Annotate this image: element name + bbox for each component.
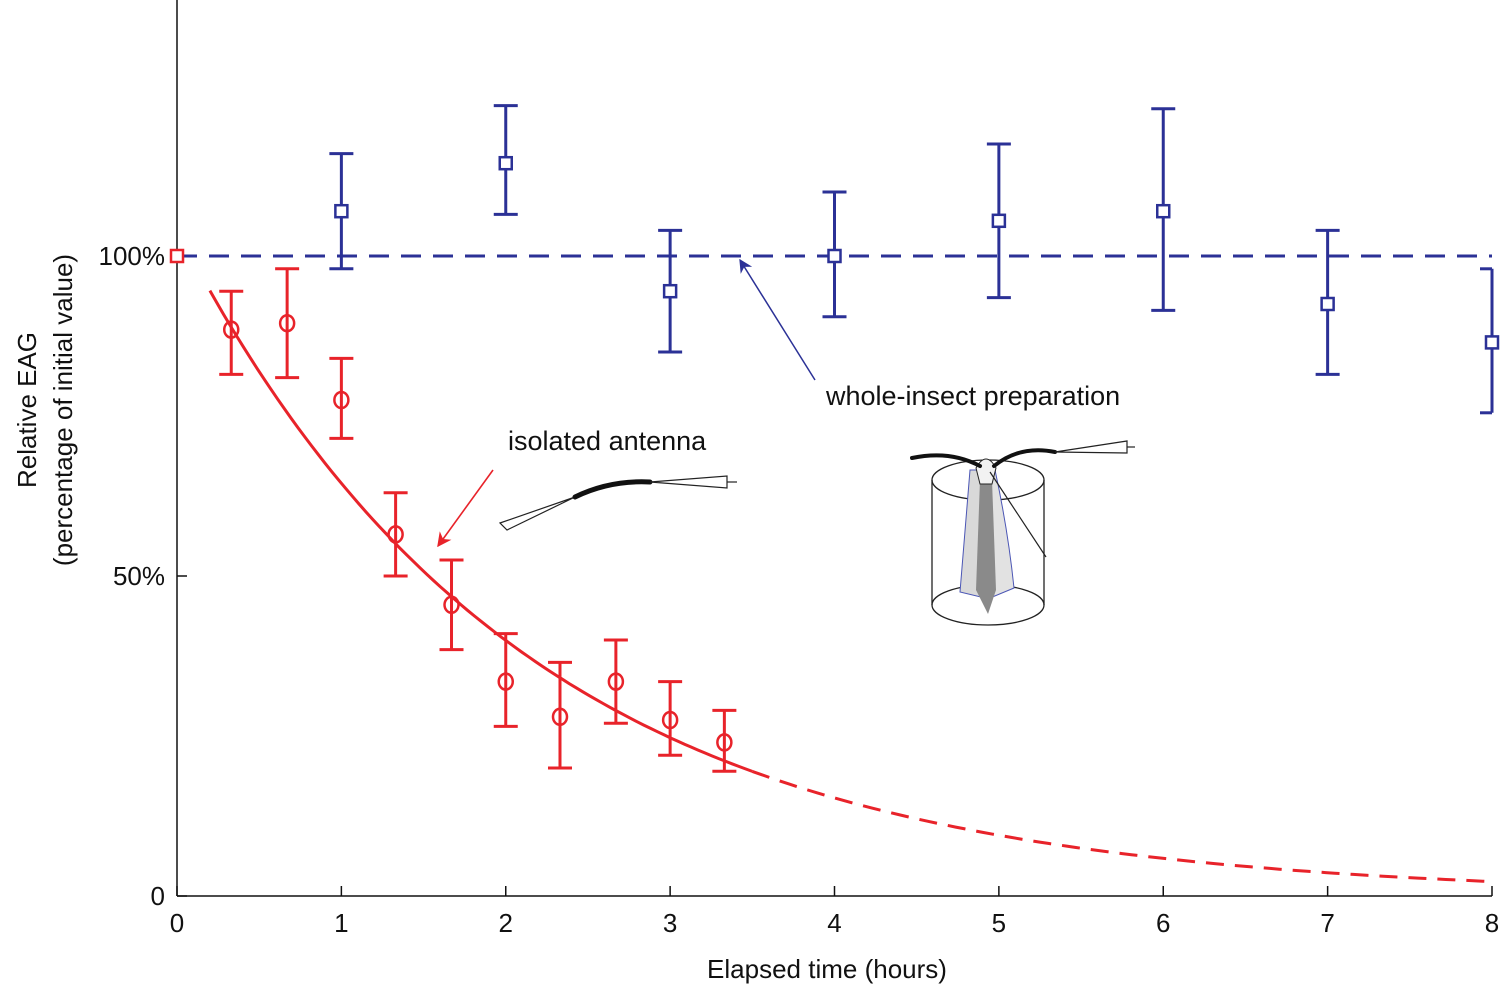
whole-insect-illustration [910,440,1135,626]
origin-point [169,248,185,264]
data-point-circle [387,525,404,544]
data-point-square [1320,296,1335,312]
x-tick-label: 4 [827,908,841,938]
y-tick-label: 50% [113,561,165,591]
data-marks [169,104,1500,773]
data-point-circle [716,733,733,752]
data-point-circle [551,707,569,727]
data-point-square [498,155,513,171]
x-tick-label: 7 [1320,908,1334,938]
data-point-circle [278,313,296,333]
x-tick-label: 8 [1485,908,1499,938]
data-point-square [334,203,349,219]
data-point-circle [607,672,625,691]
data-point-circle [497,672,514,691]
fit-curve-dashed [751,769,1493,884]
axes: 0 1 2 3 4 5 6 7 8 0 50% 100% [99,0,1499,938]
x-tick-label: 2 [499,908,513,938]
x-tick-label: 5 [992,908,1006,938]
whole-insect-label: whole-insect preparation [825,381,1120,411]
data-point-circle [222,320,240,339]
isolated-antenna-label: isolated antenna [508,426,707,456]
x-tick-label: 1 [334,908,348,938]
x-tick-label: 0 [170,908,184,938]
isolated-antenna-arrow [437,469,494,548]
data-point-circle [661,710,679,730]
x-tick-label: 3 [663,908,677,938]
whole-insect-arrow [739,258,816,381]
data-point-square [662,283,678,299]
data-point-square [991,213,1007,229]
data-point-square [1484,335,1500,350]
y-tick-label: 100% [99,241,166,271]
x-tick-label: 6 [1156,908,1170,938]
y-tick-label: 0 [151,881,165,911]
data-point-square [827,248,842,264]
series-lines [177,254,1493,884]
fit-curve-solid [208,289,753,773]
y-axis-subtitle: (percentage of initial value) [48,254,78,566]
y-axis-title: Relative EAG [12,332,42,488]
data-point-circle [333,390,350,410]
x-axis-title: Elapsed time (hours) [707,954,947,984]
data-point-square [1156,203,1171,219]
data-point-circle [443,595,460,615]
isolated-antenna-illustration [498,475,737,531]
